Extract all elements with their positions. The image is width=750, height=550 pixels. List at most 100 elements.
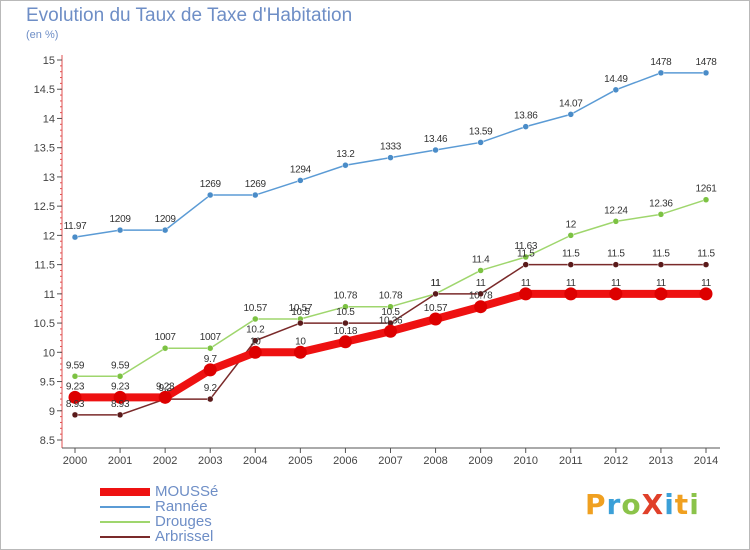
x-tick-label: 2001	[108, 455, 132, 467]
data-point	[342, 161, 349, 169]
data-point	[342, 303, 349, 310]
legend-swatch	[100, 506, 150, 508]
x-tick-label: 2003	[198, 455, 222, 467]
data-point	[113, 390, 127, 404]
data-label: 11	[521, 278, 532, 289]
data-label: 14.07	[559, 98, 583, 109]
data-point	[429, 312, 443, 326]
proxiti-logo: ProXiti	[585, 488, 700, 521]
data-label: 11.5	[517, 249, 535, 260]
data-point	[522, 123, 529, 130]
logo-letter: r	[606, 488, 622, 521]
data-point	[609, 287, 623, 301]
x-tick-label: 2011	[559, 455, 583, 467]
y-tick-label: 11	[44, 289, 55, 301]
data-label: 10	[295, 336, 306, 347]
data-point	[654, 287, 668, 301]
data-point	[71, 233, 79, 241]
x-tick-label: 2002	[153, 455, 177, 467]
data-label: 11	[656, 278, 667, 289]
y-tick-label: 11.5	[34, 260, 55, 272]
data-label: 11.97	[64, 221, 88, 232]
data-point	[71, 411, 79, 419]
legend-label: Arbrissel	[155, 528, 214, 545]
data-label: 10.2	[246, 325, 265, 336]
data-label: 11	[476, 278, 487, 289]
data-label: 10.57	[424, 303, 448, 314]
data-label: 1209	[110, 214, 132, 225]
data-point	[342, 319, 349, 327]
data-point	[657, 211, 665, 218]
data-label: 9.23	[66, 381, 85, 392]
data-label: 12	[566, 219, 577, 230]
data-label: 1294	[290, 164, 312, 175]
data-point	[248, 345, 262, 359]
data-point	[252, 337, 259, 344]
data-point	[206, 344, 214, 352]
data-label: 10.5	[381, 307, 400, 318]
data-label: 9.59	[111, 360, 130, 371]
data-label: 1333	[380, 142, 402, 153]
data-label: 9.2	[159, 383, 173, 394]
data-point	[158, 390, 172, 404]
data-point	[477, 267, 484, 274]
chart-unit: (en %)	[26, 29, 59, 41]
data-point	[293, 345, 307, 359]
data-point	[612, 261, 620, 268]
data-label: 9.23	[156, 381, 175, 392]
data-label: 11	[431, 278, 442, 289]
data-label: 1261	[695, 184, 717, 195]
data-label: 8.93	[66, 399, 85, 410]
data-point	[161, 226, 169, 234]
data-label: 10.57	[289, 303, 313, 314]
data-label: 1478	[650, 57, 672, 68]
data-label: 9.2	[204, 383, 218, 394]
data-point	[567, 111, 575, 118]
data-label: 11.63	[514, 241, 538, 252]
x-tick-label: 2000	[63, 455, 87, 467]
data-label: 10.78	[469, 291, 493, 302]
data-label: 13.86	[514, 111, 538, 122]
y-tick-label: 15	[43, 55, 55, 67]
data-point	[252, 191, 259, 199]
data-label: 1007	[200, 332, 222, 343]
data-point	[522, 261, 529, 268]
data-label: 10.18	[334, 326, 358, 337]
logo-letter: X	[641, 488, 665, 521]
data-label: 11	[701, 278, 712, 289]
x-tick-label: 2010	[513, 455, 537, 467]
x-tick-label: 2006	[333, 455, 357, 467]
x-tick-label: 2005	[288, 455, 312, 467]
data-point	[116, 411, 124, 419]
y-tick-label: 13.5	[34, 143, 55, 155]
data-label: 1478	[695, 57, 717, 68]
data-point	[477, 139, 484, 146]
data-label: 10.5	[291, 307, 310, 318]
logo-letter: P	[585, 488, 607, 521]
legend-swatch	[100, 488, 150, 496]
data-point	[297, 319, 304, 327]
data-point	[477, 290, 484, 298]
data-point	[116, 226, 124, 234]
data-point	[432, 290, 439, 298]
x-tick-label: 2008	[423, 455, 447, 467]
y-tick-label: 10	[43, 347, 55, 359]
x-tick-label: 2009	[468, 455, 492, 467]
x-tick-label: 2004	[243, 455, 267, 467]
legend-swatch	[100, 536, 150, 538]
y-tick-label: 12	[43, 230, 55, 242]
logo-letter: t	[674, 488, 690, 521]
data-point	[116, 373, 124, 380]
y-tick-label: 10.5	[34, 318, 55, 330]
data-point	[702, 196, 710, 203]
legend-swatch	[100, 521, 150, 523]
data-label: 12.24	[604, 205, 628, 216]
x-tick-label: 2014	[694, 455, 718, 467]
data-point	[702, 69, 710, 77]
data-label: 11	[431, 278, 442, 289]
data-label: 11.5	[562, 249, 580, 260]
data-label: 11.5	[652, 249, 670, 260]
data-label: 1007	[155, 332, 177, 343]
data-label: 10.36	[379, 315, 403, 326]
